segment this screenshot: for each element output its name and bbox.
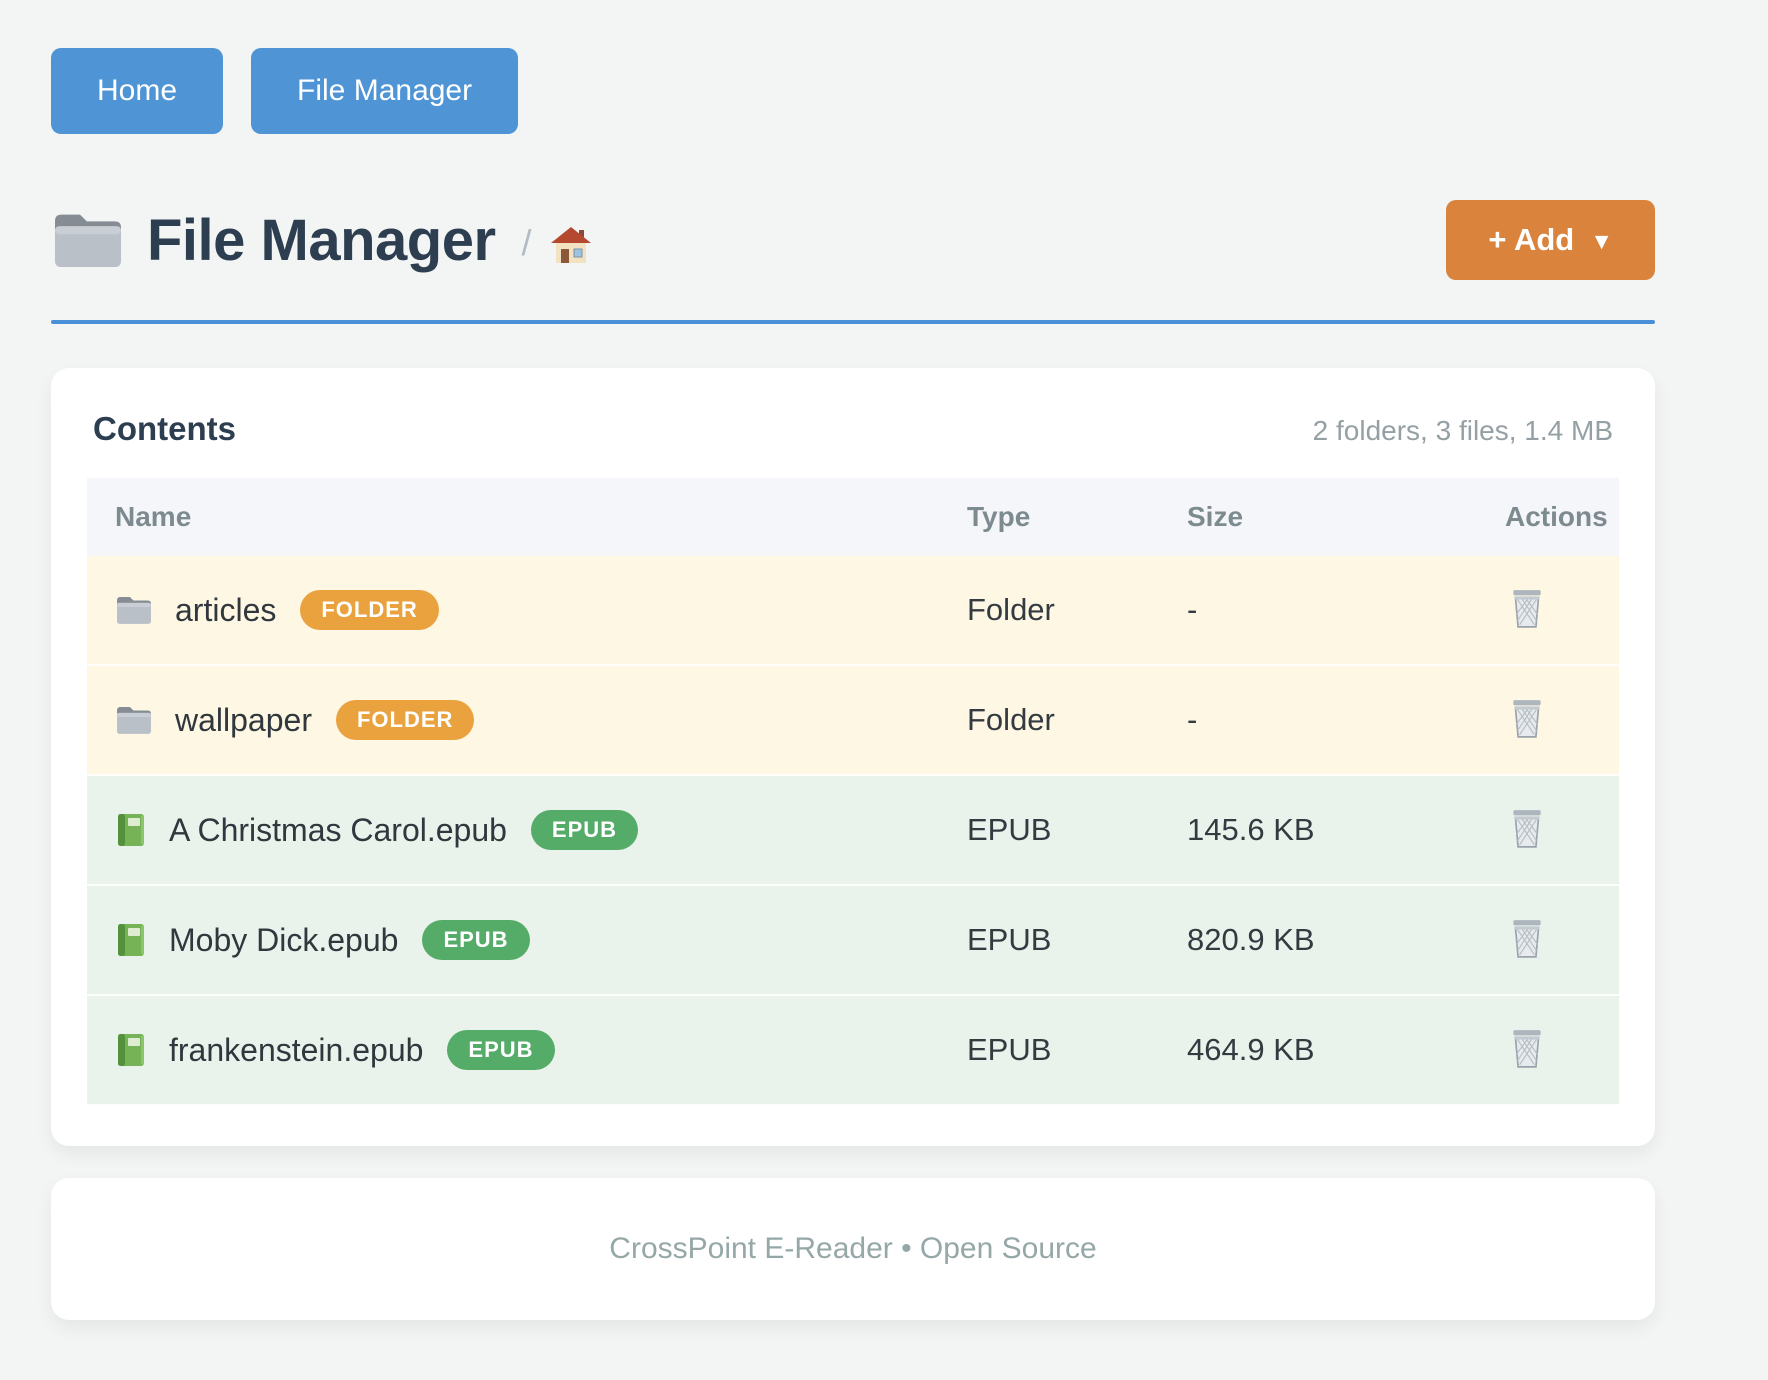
type-badge: EPUB [422, 920, 530, 960]
home-button[interactable]: Home [51, 48, 224, 134]
footer-text: CrossPoint E-Reader • Open Source [609, 1232, 1097, 1265]
page-header: File Manager / + Add ▼ [51, 200, 1655, 280]
trash-icon [1509, 698, 1545, 743]
table-row: A Christmas Carol.epub EPUB EPUB 145.6 K… [87, 776, 1619, 886]
file-size: - [1187, 702, 1198, 737]
chevron-down-icon: ▼ [1590, 227, 1613, 254]
table-row: Moby Dick.epub EPUB EPUB 820.9 KB [87, 886, 1619, 996]
file-type: EPUB [967, 1032, 1052, 1067]
folder-icon [115, 704, 153, 736]
book-icon [115, 812, 147, 848]
book-icon [115, 1032, 147, 1068]
file-name[interactable]: A Christmas Carol.epub [169, 811, 507, 848]
delete-button[interactable] [1505, 584, 1549, 637]
table-row: articles FOLDER Folder - [87, 556, 1619, 666]
top-nav: Home File Manager [51, 48, 1655, 134]
delete-button[interactable] [1505, 1024, 1549, 1077]
add-button[interactable]: + Add ▼ [1446, 200, 1655, 280]
file-name[interactable]: frankenstein.epub [169, 1031, 424, 1068]
column-header-type: Type [967, 501, 1031, 532]
delete-button[interactable] [1505, 694, 1549, 747]
file-name[interactable]: wallpaper [175, 701, 312, 738]
trash-icon [1509, 588, 1545, 633]
file-type: Folder [967, 592, 1055, 627]
file-size: 145.6 KB [1187, 812, 1315, 847]
file-type: EPUB [967, 812, 1052, 847]
file-table: Name Type Size Actions [87, 478, 1619, 1106]
file-manager-button[interactable]: File Manager [251, 48, 519, 134]
type-badge: EPUB [530, 810, 639, 850]
header-divider [51, 320, 1655, 324]
footer-card: CrossPoint E-Reader • Open Source [51, 1178, 1655, 1320]
trash-icon [1509, 918, 1545, 963]
file-size: 820.9 KB [1187, 922, 1315, 957]
column-header-actions: Actions [1505, 501, 1608, 532]
table-header-row: Name Type Size Actions [87, 478, 1619, 556]
house-icon[interactable] [550, 225, 592, 265]
breadcrumb-separator: / [521, 222, 532, 263]
table-row: wallpaper FOLDER Folder - [87, 666, 1619, 776]
type-badge: FOLDER [300, 590, 439, 630]
folder-icon [51, 209, 125, 271]
title-group: File Manager / [51, 207, 592, 274]
file-name[interactable]: Moby Dick.epub [169, 921, 399, 958]
folder-icon [115, 594, 153, 626]
file-size: - [1187, 592, 1198, 627]
contents-card: Contents 2 folders, 3 files, 1.4 MB Name… [51, 368, 1655, 1146]
table-row: frankenstein.epub EPUB EPUB 464.9 KB [87, 996, 1619, 1106]
trash-icon [1509, 808, 1545, 853]
file-type: Folder [967, 702, 1055, 737]
file-size: 464.9 KB [1187, 1032, 1315, 1067]
file-type: EPUB [967, 922, 1052, 957]
table-body: articles FOLDER Folder - [87, 556, 1619, 1106]
contents-heading: Contents [93, 410, 236, 447]
delete-button[interactable] [1505, 914, 1549, 967]
column-header-name: Name [115, 501, 192, 532]
column-header-size: Size [1187, 501, 1244, 532]
page-title: File Manager [147, 207, 496, 273]
add-button-label: + Add [1488, 222, 1575, 257]
delete-button[interactable] [1505, 804, 1549, 857]
book-icon [115, 922, 147, 958]
type-badge: FOLDER [335, 700, 475, 740]
contents-summary: 2 folders, 3 files, 1.4 MB [1312, 415, 1613, 446]
file-name[interactable]: articles [175, 591, 277, 628]
type-badge: EPUB [447, 1030, 555, 1070]
trash-icon [1509, 1028, 1545, 1073]
